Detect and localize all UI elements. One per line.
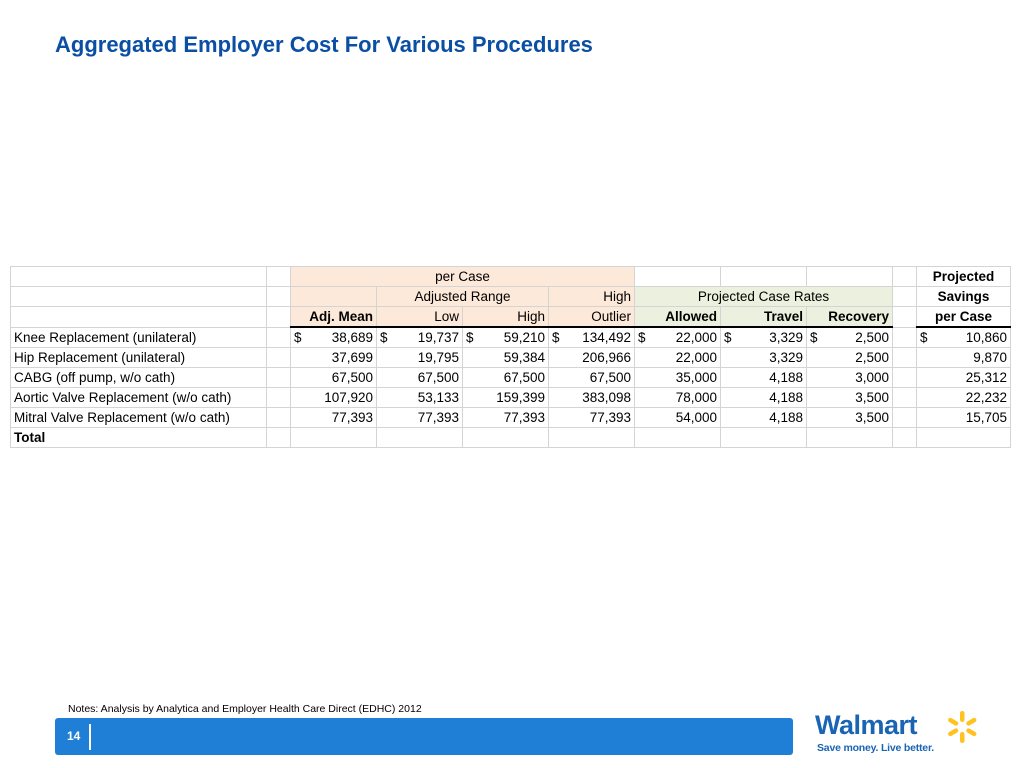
adj-mean-value: 67,500 [290,367,377,388]
allowed-value: 22,000 [634,347,721,368]
total-label: Total [10,427,267,448]
table-row: Hip Replacement (unilateral) 37,699 19,7… [10,347,1011,368]
table-row: Mitral Valve Replacement (w/o cath) 77,3… [10,407,1011,428]
travel-value: 4,188 [720,387,807,408]
col-per-case: per Case [916,306,1011,328]
recovery-value: 2,500 [806,347,893,368]
high-value: 67,500 [462,367,549,388]
savings-value: 10,860 [965,330,1007,345]
low-value: 53,133 [376,387,463,408]
low-value: 19,795 [376,347,463,368]
col-outlier: Outlier [548,306,635,328]
header-per-case: per Case [290,266,635,287]
procedure-name: Mitral Valve Replacement (w/o cath) [10,407,267,428]
currency-symbol: $ [552,330,560,345]
travel-value: 4,188 [720,367,807,388]
header-projected: Projected [916,266,1011,287]
header-projected-case-rates: Projected Case Rates [634,286,893,307]
currency-symbol: $ [380,330,388,345]
col-travel: Travel [720,306,807,328]
col-allowed: Allowed [634,306,721,328]
header-row-3: Adj. Mean Low High Outlier Allowed Trave… [10,306,1011,328]
header-adjusted-range: Adjusted Range [376,286,549,307]
currency-symbol: $ [920,330,928,345]
table-row: CABG (off pump, w/o cath) 67,500 67,500 … [10,367,1011,388]
savings-value: 22,232 [916,387,1011,408]
header-row-2: Adjusted Range High Projected Case Rates… [10,286,1011,307]
allowed-value: 22,000 [675,330,717,345]
high-value: 59,384 [462,347,549,368]
savings-value: 25,312 [916,367,1011,388]
procedure-name: Aortic Valve Replacement (w/o cath) [10,387,267,408]
table-row: Knee Replacement (unilateral) $38,689 $1… [10,326,1011,348]
recovery-value: 3,000 [806,367,893,388]
currency-symbol: $ [294,330,302,345]
table-row: Aortic Valve Replacement (w/o cath) 107,… [10,387,1011,408]
currency-symbol: $ [810,330,818,345]
col-low: Low [376,306,463,328]
page-number: 14 [67,729,81,743]
travel-value: 4,188 [720,407,807,428]
currency-symbol: $ [724,330,732,345]
notes-text: Notes: Analysis by Analytica and Employe… [68,703,422,715]
allowed-value: 35,000 [634,367,721,388]
col-high: High [462,306,549,328]
outlier-value: 206,966 [548,347,635,368]
high-value: 59,210 [503,330,545,345]
low-value: 67,500 [376,367,463,388]
cost-table: per Case Projected Adjusted Range High P… [10,266,1011,448]
travel-value: 3,329 [769,330,803,345]
outlier-value: 383,098 [548,387,635,408]
procedure-name: CABG (off pump, w/o cath) [10,367,267,388]
recovery-value: 2,500 [855,330,889,345]
recovery-value: 3,500 [806,387,893,408]
outlier-value: 67,500 [548,367,635,388]
page-title: Aggregated Employer Cost For Various Pro… [55,32,593,57]
outlier-value: 134,492 [582,330,631,345]
header-row-1: per Case Projected [10,266,1011,287]
low-value: 77,393 [376,407,463,428]
col-recovery: Recovery [806,306,893,328]
page-separator [89,724,91,750]
spark-icon [948,711,977,743]
footer-bar: 14 [55,718,793,755]
recovery-value: 3,500 [806,407,893,428]
high-value: 77,393 [462,407,549,428]
allowed-value: 54,000 [634,407,721,428]
adj-mean-value: 38,689 [331,330,373,345]
savings-value: 9,870 [916,347,1011,368]
total-row: Total [10,427,1011,448]
col-adj-mean: Adj. Mean [290,306,377,328]
adj-mean-value: 107,920 [290,387,377,408]
currency-symbol: $ [638,330,646,345]
allowed-value: 78,000 [634,387,721,408]
logo-wordmark: Walmart [815,710,918,740]
procedure-name: Knee Replacement (unilateral) [10,326,267,348]
low-value: 19,737 [417,330,459,345]
walmart-logo: Walmart Save money. Live better. [815,710,980,758]
header-savings: Savings [916,286,1011,307]
high-value: 159,399 [462,387,549,408]
outlier-value: 77,393 [548,407,635,428]
header-high: High [548,286,635,307]
savings-value: 15,705 [916,407,1011,428]
adj-mean-value: 77,393 [290,407,377,428]
travel-value: 3,329 [720,347,807,368]
logo-tagline: Save money. Live better. [817,742,934,754]
procedure-name: Hip Replacement (unilateral) [10,347,267,368]
currency-symbol: $ [466,330,474,345]
adj-mean-value: 37,699 [290,347,377,368]
